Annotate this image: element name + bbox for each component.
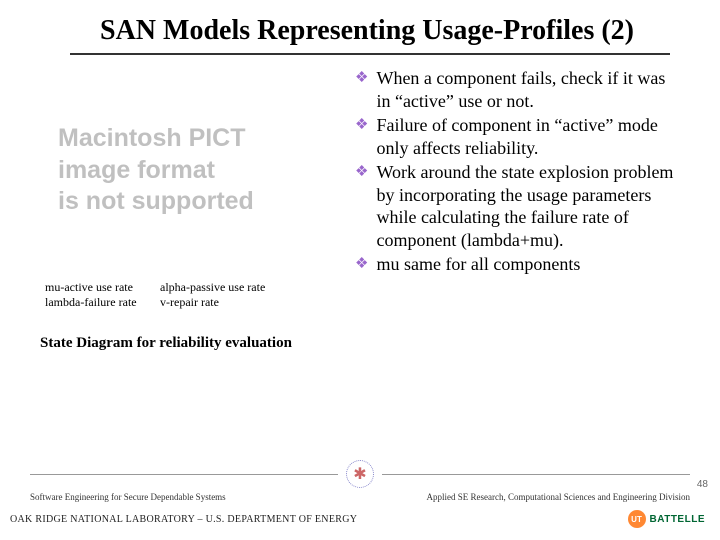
legend-lambda: lambda-failure rate [45, 295, 160, 310]
bullet-2-text: Failure of component in “active” mode on… [376, 114, 680, 159]
diamond-icon: ❖ [355, 163, 368, 251]
ut-circle-icon: UT [628, 510, 646, 528]
bullet-3-text: Work around the state explosion problem … [376, 161, 680, 251]
pict-text-3: is not supported [58, 186, 254, 217]
legend-row-1: mu-active use rate alpha-passive use rat… [45, 280, 340, 295]
star-icon: ✱ [346, 460, 374, 488]
diagram-caption: State Diagram for reliability evaluation [40, 335, 340, 352]
pict-placeholder: Macintosh PICT image format is not suppo… [50, 75, 330, 265]
slide-container: SAN Models Representing Usage-Profiles (… [0, 0, 720, 540]
footer-text: Software Engineering for Secure Dependab… [30, 492, 690, 502]
diamond-icon: ❖ [355, 255, 368, 276]
footer-line-left [30, 474, 338, 475]
footer: ✱ Software Engineering for Secure Depend… [0, 460, 720, 502]
legend-row-2: lambda-failure rate v-repair rate [45, 295, 340, 310]
legend-alpha: alpha-passive use rate [160, 280, 310, 295]
pict-text-2: image format [58, 155, 215, 186]
battelle-text: BATTELLE [650, 514, 705, 525]
right-column: ❖ When a component fails, check if it wa… [355, 65, 680, 352]
bullet-1-text: When a component fails, check if it was … [376, 67, 680, 112]
content-area: Macintosh PICT image format is not suppo… [40, 65, 680, 352]
footer-right: Applied SE Research, Computational Scien… [427, 492, 690, 502]
bullet-1: ❖ When a component fails, check if it wa… [355, 67, 680, 112]
bullet-2: ❖ Failure of component in “active” mode … [355, 114, 680, 159]
diamond-icon: ❖ [355, 69, 368, 112]
ut-battelle-logo: UT BATTELLE [628, 510, 705, 528]
slide-title: SAN Models Representing Usage-Profiles (… [100, 15, 680, 47]
title-underline [70, 53, 670, 55]
left-column: Macintosh PICT image format is not suppo… [40, 65, 340, 352]
footer-line-right [382, 474, 690, 475]
lab-line: OAK RIDGE NATIONAL LABORATORY – U.S. DEP… [10, 514, 357, 525]
legend-table: mu-active use rate alpha-passive use rat… [45, 280, 340, 310]
diamond-icon: ❖ [355, 116, 368, 159]
pict-text-1: Macintosh PICT [58, 123, 246, 154]
bullet-4: ❖ mu same for all components [355, 253, 680, 276]
bullet-3: ❖ Work around the state explosion proble… [355, 161, 680, 251]
footer-left: Software Engineering for Secure Dependab… [30, 492, 226, 502]
page-number: 48 [697, 479, 708, 490]
legend-v: v-repair rate [160, 295, 310, 310]
legend-mu: mu-active use rate [45, 280, 160, 295]
bullet-4-text: mu same for all components [376, 253, 680, 276]
footer-divider: ✱ [30, 460, 690, 488]
